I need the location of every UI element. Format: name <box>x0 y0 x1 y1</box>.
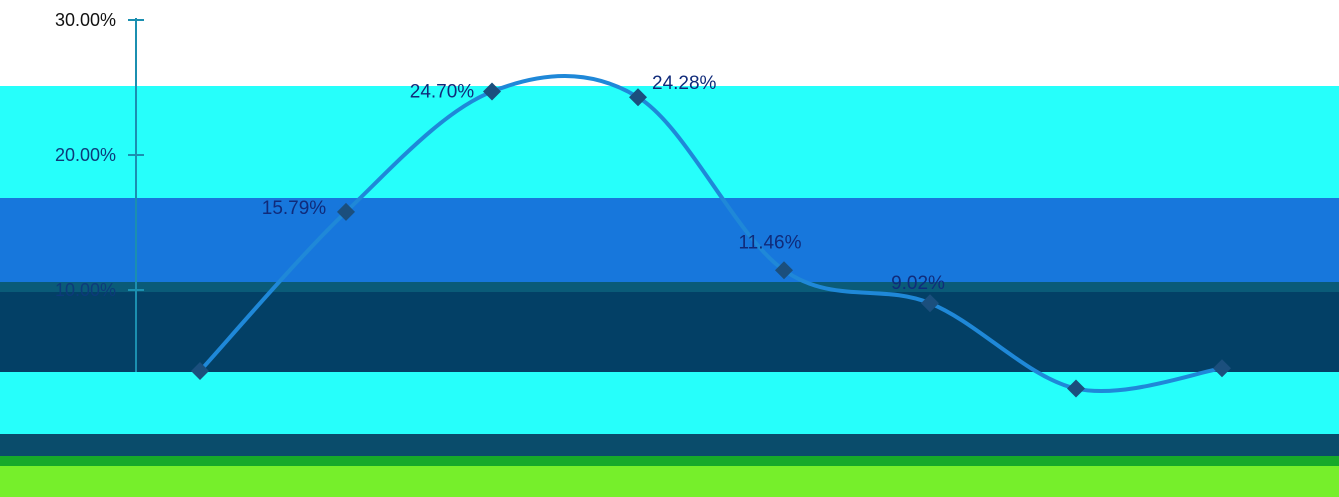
data-point-marker <box>629 88 647 107</box>
data-point-marker <box>191 362 209 380</box>
background-band-dark-lower <box>0 434 1339 456</box>
data-markers <box>191 82 1231 398</box>
data-labels: 15.79% 24.70% 24.28% 11.46% 9.02% <box>262 73 945 294</box>
series-line <box>198 74 1224 394</box>
data-label: 9.02% <box>891 273 945 294</box>
y-ticks: 30.00% 20.00% 10.00% <box>55 10 144 300</box>
data-point-marker <box>483 82 501 101</box>
y-tick-label: 30.00% <box>55 10 116 30</box>
data-label: 15.79% <box>262 198 327 219</box>
data-label: 24.70% <box>410 82 475 103</box>
data-point-marker <box>921 294 939 313</box>
data-point-marker <box>1067 379 1085 398</box>
data-point-marker <box>337 202 355 221</box>
background-band-cyan <box>0 86 1339 198</box>
data-point-marker <box>775 261 793 280</box>
background-band-navy <box>0 292 1339 372</box>
background-band-strip <box>0 456 1339 466</box>
y-tick-label: 20.00% <box>55 145 116 165</box>
y-tick-label: 10.00% <box>55 280 116 300</box>
data-label: 11.46% <box>738 232 801 253</box>
background-band-teal <box>0 282 1339 292</box>
data-point-marker <box>1213 359 1231 378</box>
background-band-blue <box>0 198 1339 282</box>
data-label: 24.28% <box>652 73 717 94</box>
background-band-top <box>0 0 1339 86</box>
background-band-cyan-lower <box>0 372 1339 434</box>
